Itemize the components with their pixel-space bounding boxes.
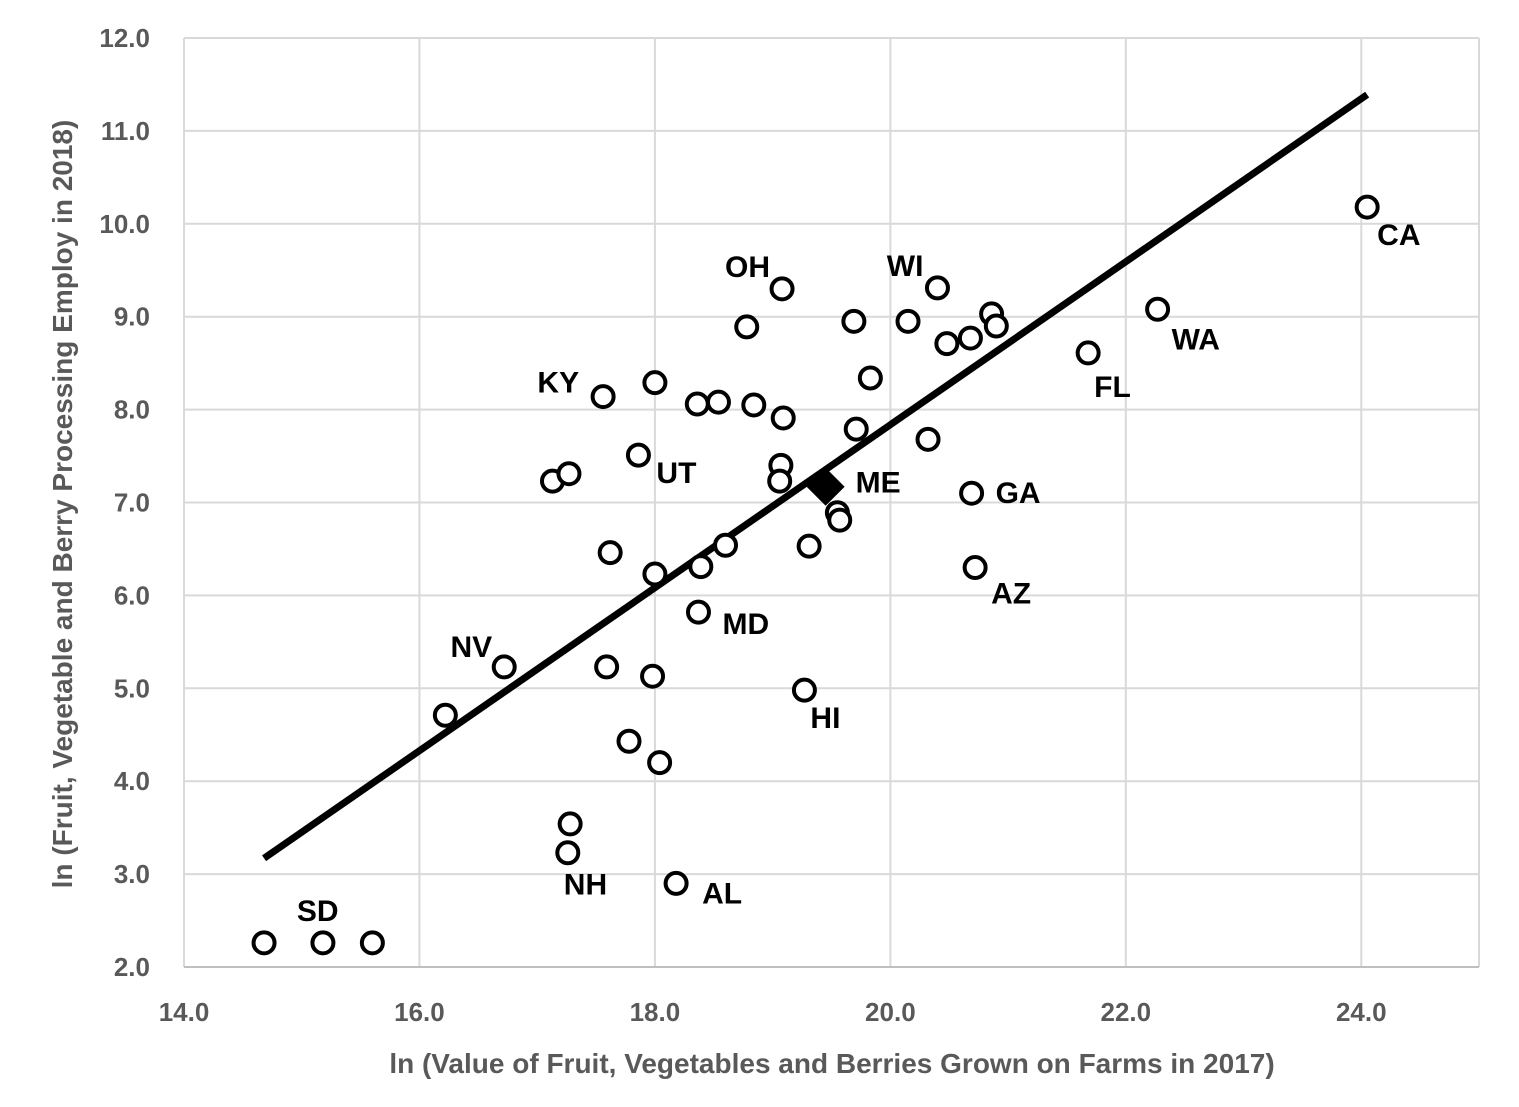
trendline (262, 91, 1370, 862)
x-tick-label: 18.0 (630, 997, 681, 1027)
x-axis-title: ln (Value of Fruit, Vegetables and Berri… (389, 1048, 1274, 1079)
data-point (663, 870, 689, 896)
point-label: HI (810, 702, 840, 735)
point-label: AL (702, 877, 742, 910)
data-point (713, 532, 739, 558)
data-point (555, 840, 581, 866)
data-points (251, 194, 1380, 956)
data-point (962, 555, 988, 581)
x-tick-label: 14.0 (159, 997, 210, 1027)
data-point (1354, 194, 1380, 220)
point-label: SD (297, 895, 339, 928)
point-labels: CA WA FL WI OH GA AZ KY UT MD NV HI NH AL SD ME (297, 219, 1421, 928)
x-tick-label: 22.0 (1101, 997, 1152, 1027)
y-axis-title: ln (Fruit, Vegetable and Berry Processin… (47, 120, 78, 889)
data-point (915, 426, 941, 452)
data-point (857, 365, 883, 391)
y-tick-label: 4.0 (114, 766, 150, 796)
data-point (251, 930, 277, 956)
data-point (310, 930, 336, 956)
tick-labels: 14.0 16.0 18.0 20.0 22.0 24.0 2.0 3.0 4.0 5.0 6.0 7… (99, 23, 1386, 1027)
data-point (841, 308, 867, 334)
data-point (959, 480, 985, 506)
data-point (647, 750, 673, 776)
data-point (359, 930, 385, 956)
data-point (1145, 296, 1171, 322)
data-point (594, 654, 620, 680)
y-tick-label: 10.0 (99, 209, 150, 239)
point-label: OH (725, 251, 770, 284)
data-point (934, 331, 960, 357)
data-point (767, 468, 793, 494)
y-tick-label: 12.0 (99, 23, 150, 53)
point-label: WA (1172, 323, 1220, 356)
y-tick-label: 7.0 (114, 488, 150, 518)
data-point (843, 416, 869, 442)
data-point (1075, 340, 1101, 366)
data-point (597, 540, 623, 566)
data-point (796, 533, 822, 559)
point-label: CA (1377, 219, 1420, 252)
highlight-point-diamond (806, 467, 845, 506)
point-label: FL (1094, 371, 1131, 404)
data-point (957, 325, 983, 351)
data-point (557, 811, 583, 837)
y-tick-label: 9.0 (114, 302, 150, 332)
data-point (895, 308, 921, 334)
point-label: NV (451, 631, 493, 664)
point-label: KY (537, 367, 579, 400)
point-label: NH (564, 869, 607, 902)
data-point (640, 663, 666, 689)
x-tick-label: 16.0 (394, 997, 445, 1027)
data-point (685, 599, 711, 625)
x-tick-label: 20.0 (865, 997, 916, 1027)
y-tick-label: 11.0 (101, 116, 150, 146)
y-tick-label: 2.0 (114, 952, 150, 982)
data-point (432, 702, 458, 728)
point-label: MD (722, 608, 769, 641)
x-tick-label: 24.0 (1336, 997, 1387, 1027)
data-point (642, 370, 668, 396)
data-point (684, 391, 710, 417)
data-point (491, 654, 517, 680)
y-tick-label: 3.0 (114, 859, 150, 889)
data-point (770, 405, 796, 431)
data-point (705, 389, 731, 415)
y-tick-label: 5.0 (114, 673, 150, 703)
data-point (741, 392, 767, 418)
point-label: ME (856, 467, 901, 500)
data-point (616, 728, 642, 754)
data-point (642, 561, 668, 587)
trendline-layer (262, 91, 1370, 862)
y-tick-label: 8.0 (114, 395, 150, 425)
data-point (791, 677, 817, 703)
data-point (625, 442, 651, 468)
point-label: AZ (991, 578, 1031, 611)
point-label: UT (656, 457, 696, 490)
data-point (924, 275, 950, 301)
point-label: WI (887, 250, 924, 283)
data-point (590, 384, 616, 410)
y-tick-label: 6.0 (114, 580, 150, 610)
data-point (827, 507, 853, 533)
data-point (769, 276, 795, 302)
data-point (688, 554, 714, 580)
point-label: GA (996, 477, 1041, 510)
data-point (734, 314, 760, 340)
data-point (556, 461, 582, 487)
data-point (983, 313, 1009, 339)
